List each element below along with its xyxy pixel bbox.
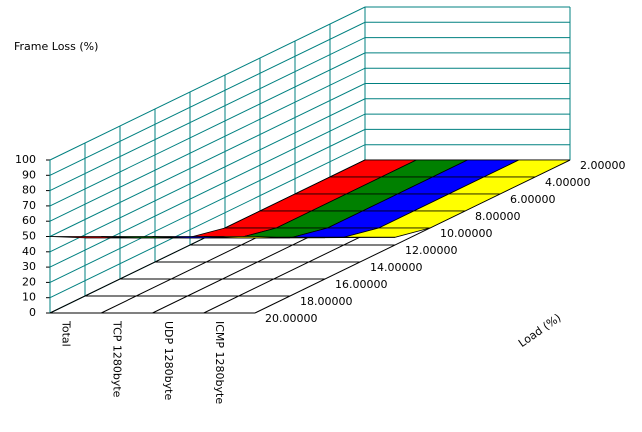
y-tick-label: 30 [22, 260, 36, 273]
y-tick-label: 80 [22, 184, 36, 197]
y-tick-label: 90 [22, 168, 36, 181]
surface-patch [203, 236, 291, 239]
series-label: UDP 1280byte [162, 321, 175, 400]
y-tick-label: 10 [22, 291, 36, 304]
load-label: 16.00000 [335, 278, 388, 291]
x-axis-title: Load (%) [516, 311, 564, 350]
series-label: Total [59, 320, 72, 347]
load-label: 14.00000 [370, 261, 423, 274]
y-tick-label: 40 [22, 245, 36, 258]
series-label: TCP 1280byte [111, 320, 124, 398]
y-tick-label: 0 [29, 306, 36, 319]
load-label: 20.00000 [265, 312, 318, 325]
y-tick-label: 100 [15, 153, 36, 166]
series-label: ICMP 1280byte [213, 321, 226, 404]
load-label: 18.00000 [300, 295, 353, 308]
load-label: 8.00000 [475, 210, 521, 223]
load-label: 4.00000 [545, 176, 591, 189]
load-label: 10.00000 [440, 227, 493, 240]
y-tick-label: 20 [22, 275, 36, 288]
y-axis-title: Frame Loss (%) [14, 40, 98, 53]
y-tick-label: 70 [22, 199, 36, 212]
y-tick-label: 50 [22, 230, 36, 243]
load-label: 2.00000 [580, 159, 626, 172]
y-tick-label: 60 [22, 214, 36, 227]
load-label: 12.00000 [405, 244, 458, 257]
load-label: 6.00000 [510, 193, 556, 206]
